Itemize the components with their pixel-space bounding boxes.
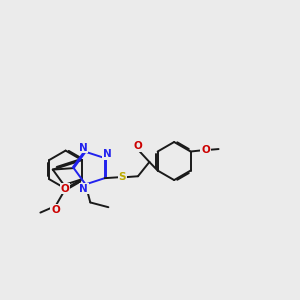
- Text: N: N: [79, 143, 88, 153]
- Text: N: N: [103, 149, 112, 159]
- Text: O: O: [201, 145, 210, 155]
- Text: O: O: [61, 184, 70, 194]
- Text: S: S: [118, 172, 126, 182]
- Text: O: O: [133, 141, 142, 151]
- Text: O: O: [51, 205, 60, 214]
- Text: N: N: [80, 184, 88, 194]
